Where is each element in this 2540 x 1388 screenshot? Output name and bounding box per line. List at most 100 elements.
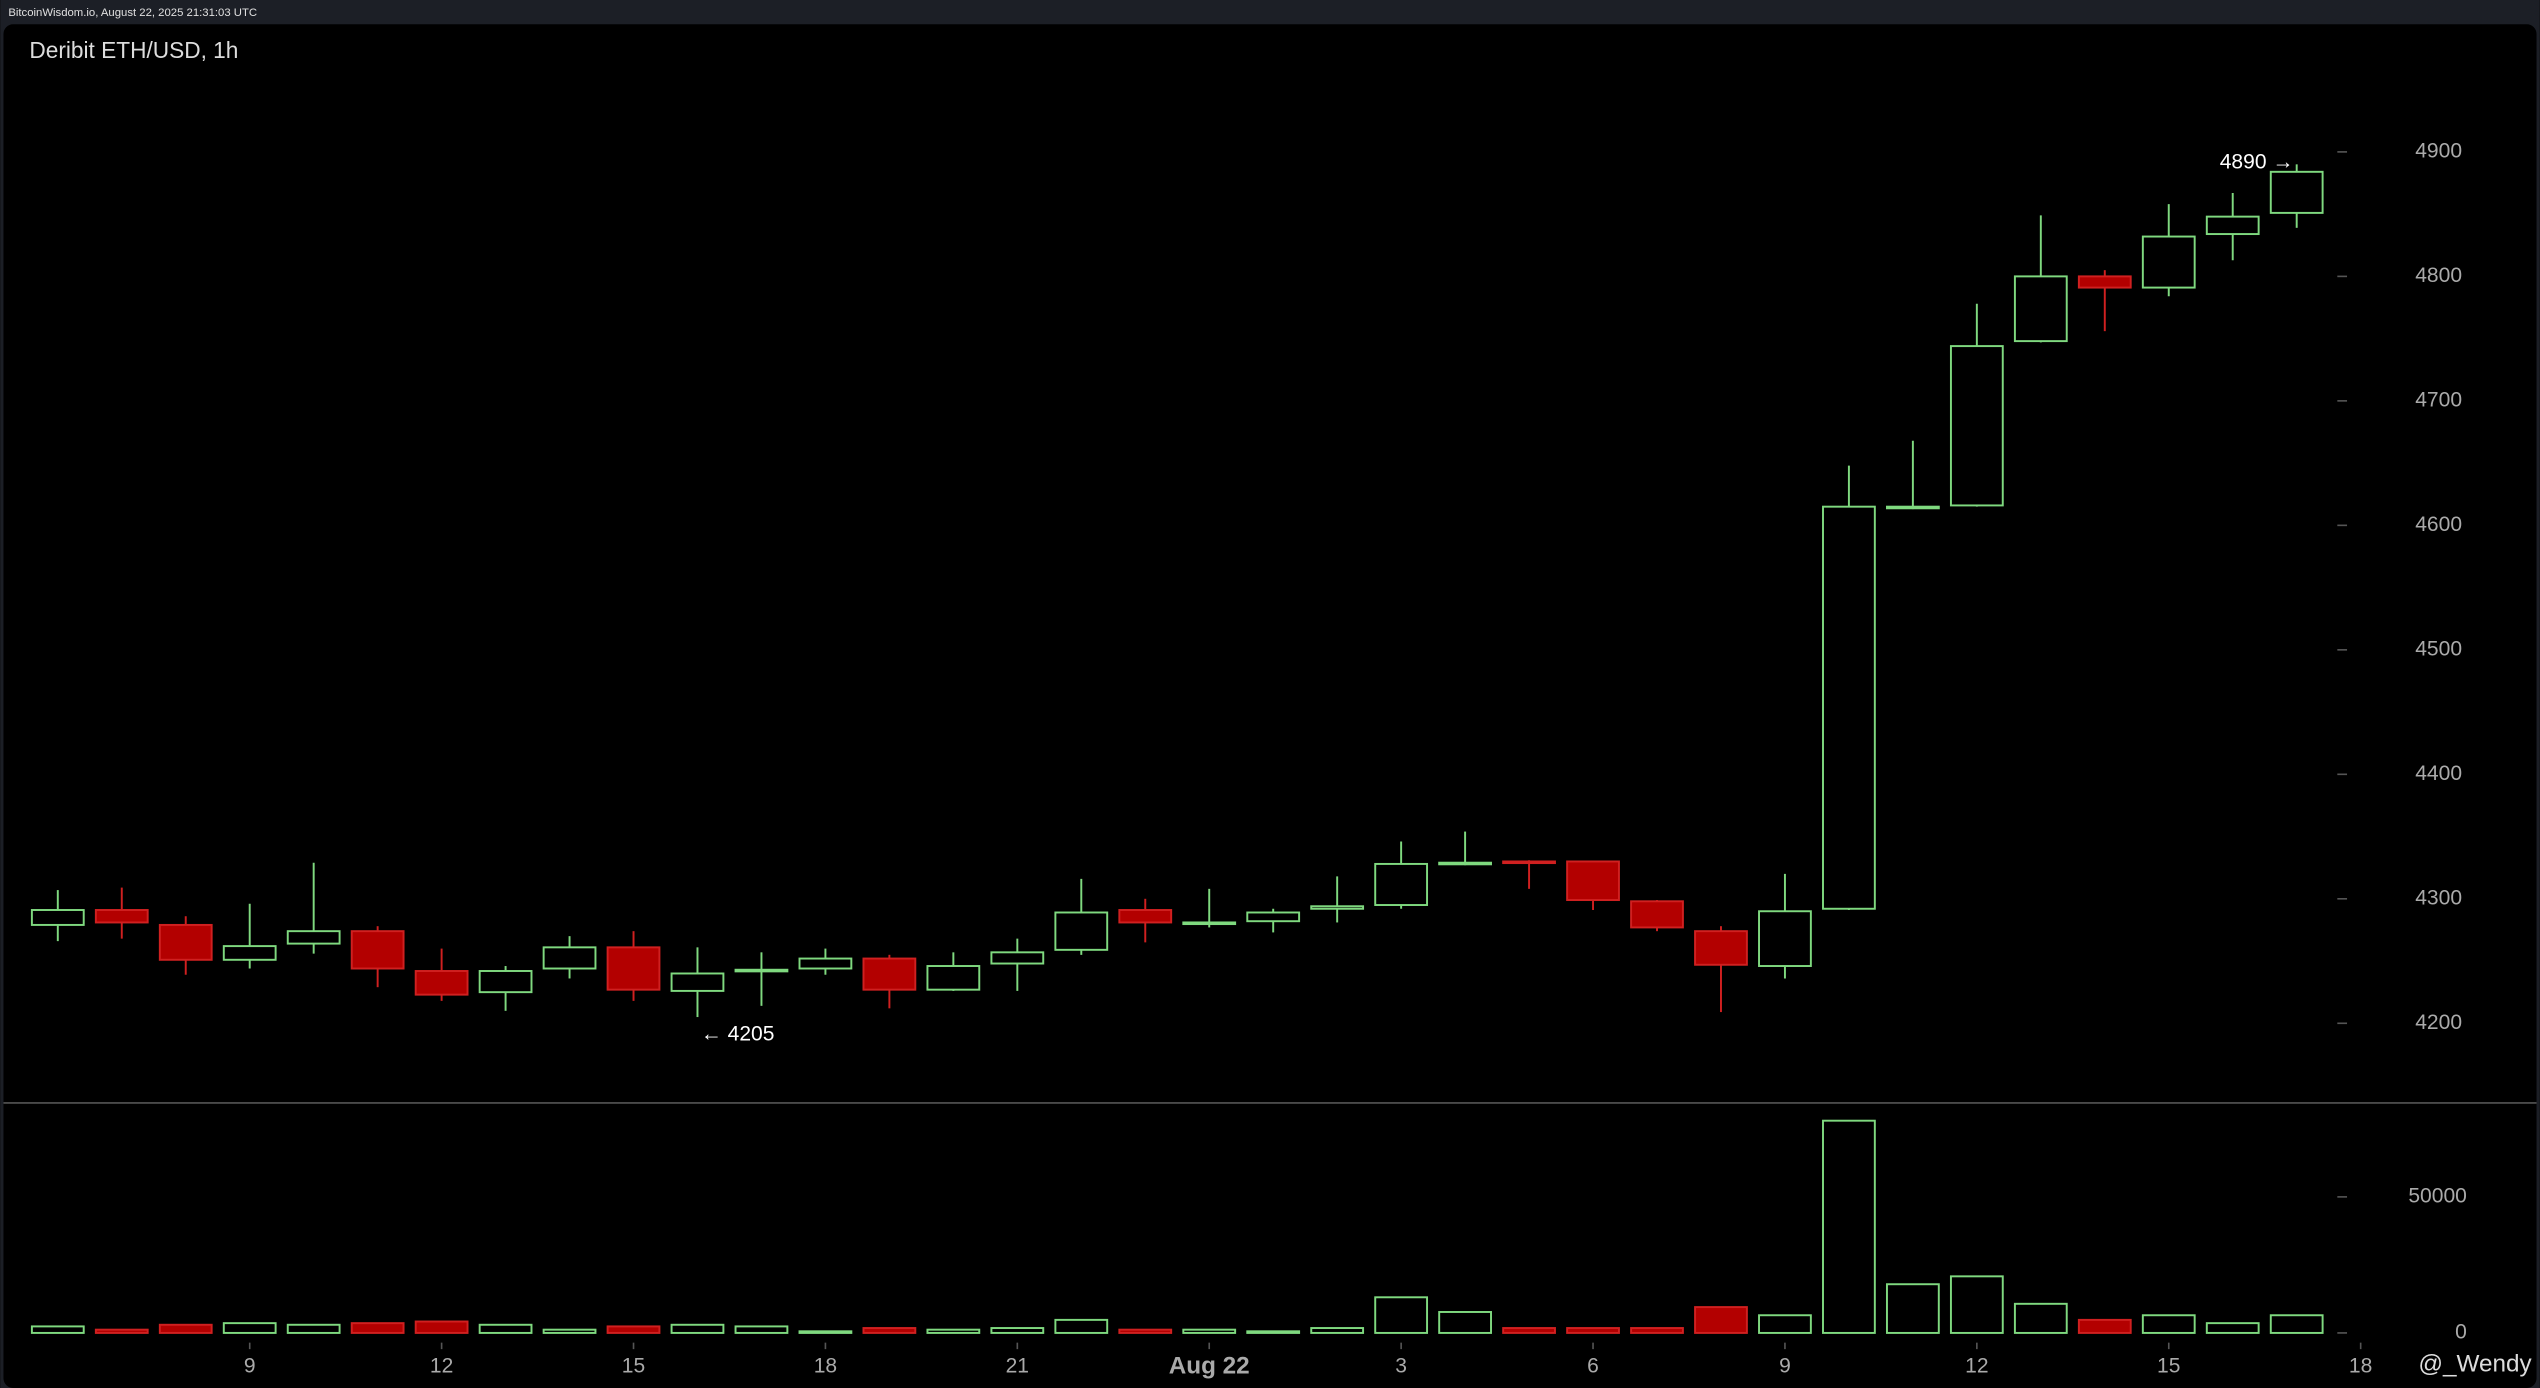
candle-body [2077,275,2132,289]
chart-panel [3,24,2537,1388]
candle-body [542,946,597,970]
volume-bar [2077,1318,2132,1334]
volume-bar [1949,1275,2004,1334]
volume-bar [734,1325,789,1334]
volume-bar [1630,1327,1684,1334]
candle-body [1694,930,1748,966]
volume-bar [158,1323,213,1334]
volume-bar [1566,1327,1620,1334]
candle-body [862,957,917,991]
x-tick-label: 3 [1395,1355,1407,1378]
volume-bar [1374,1296,1429,1334]
y-tick-label: 4400 [2415,762,2462,785]
y-tick-label: 4800 [2415,264,2462,287]
candle-body [1374,862,1429,906]
candle-body [606,946,661,991]
volume-bar [1118,1328,1173,1334]
volume-bar [2013,1302,2068,1334]
y-tick-label: 4200 [2415,1011,2462,1034]
volume-bar [2141,1314,2196,1334]
volume-bar [798,1330,853,1334]
candle-body [286,930,341,945]
header: BitcoinWisdom.io, August 22, 2025 21:31:… [8,7,257,19]
x-tick-label: 12 [1965,1355,1988,1378]
x-tick-label: 15 [622,1355,645,1378]
x-tick-label: 21 [1006,1355,1029,1378]
x-tick-label: 9 [1779,1355,1791,1378]
x-tick-label: 18 [814,1355,837,1378]
volume-bar [542,1328,597,1334]
candle-body [1630,900,1684,929]
candle-body [30,909,85,926]
volume-bar [478,1323,533,1334]
candle-body [1822,505,1876,910]
candle-body [734,968,789,973]
volume-bar [990,1327,1045,1334]
candle-body [1118,909,1173,924]
volume-bar [1054,1318,1109,1334]
x-tick-label: 9 [244,1355,256,1378]
volume-bar [926,1328,981,1334]
candle-body [158,923,213,961]
candle-body [222,945,277,961]
x-tick-label: 15 [2157,1355,2180,1378]
candle-body [1182,921,1237,926]
x-tick-label: Aug 22 [1169,1352,1250,1379]
x-tick-label: 12 [430,1355,453,1378]
volume-bar [1694,1306,1748,1334]
candle-body [94,909,149,924]
y-tick-label: 4600 [2415,513,2462,536]
candle-body [2013,275,2068,343]
volume-bar [1502,1327,1556,1334]
candle-body [798,957,853,970]
volume-bar [1246,1330,1301,1334]
candle-body [1885,505,1940,510]
volume-bar [670,1323,725,1334]
candle-body [478,970,533,994]
volume-bar [414,1320,469,1334]
y-tick-label: 4300 [2415,886,2462,909]
volume-bar [1438,1311,1492,1334]
candle-body [990,951,1045,965]
volume-bar [222,1322,277,1334]
candle-body [1949,345,2004,507]
volume-bar [350,1322,405,1334]
candle-body [1758,910,1812,967]
candle-body [670,972,725,992]
candle-body [926,965,981,991]
candle-body [350,930,405,970]
volume-bar [862,1327,917,1334]
volume-bar [30,1325,85,1334]
volume-bar [2269,1314,2324,1334]
volume-bar [1885,1283,1940,1334]
chart-title: Deribit ETH/USD, 1h [29,37,238,63]
candle-body [1502,860,1556,865]
y-tick-label: 0 [2455,1320,2467,1343]
volume-bar [2205,1322,2260,1334]
candle-body [1246,911,1301,923]
volume-bar [286,1323,341,1334]
watermark: @_Wendy [2418,1351,2532,1378]
candle-body [1054,911,1109,951]
volume-bar [1822,1119,1876,1334]
candle-body [1438,861,1492,866]
candle-body [1566,860,1620,902]
volume-bar [1310,1327,1365,1334]
y-tick-label: 4700 [2415,388,2462,411]
volume-bar [1182,1328,1237,1334]
candle-body [2205,215,2260,236]
annotation: ← 4205 [701,1022,775,1045]
volume-bar [1758,1314,1812,1334]
y-tick-label: 4900 [2415,139,2462,162]
x-tick-label: 6 [1587,1355,1599,1378]
volume-bar [94,1328,149,1334]
candle-body [414,970,469,996]
candle-body [2269,170,2324,214]
y-tick-label: 50000 [2408,1184,2467,1207]
y-tick-label: 4500 [2415,637,2462,660]
candle-body [2141,235,2196,289]
annotation: 4890 → [2220,150,2294,173]
candle-body [1310,905,1365,910]
